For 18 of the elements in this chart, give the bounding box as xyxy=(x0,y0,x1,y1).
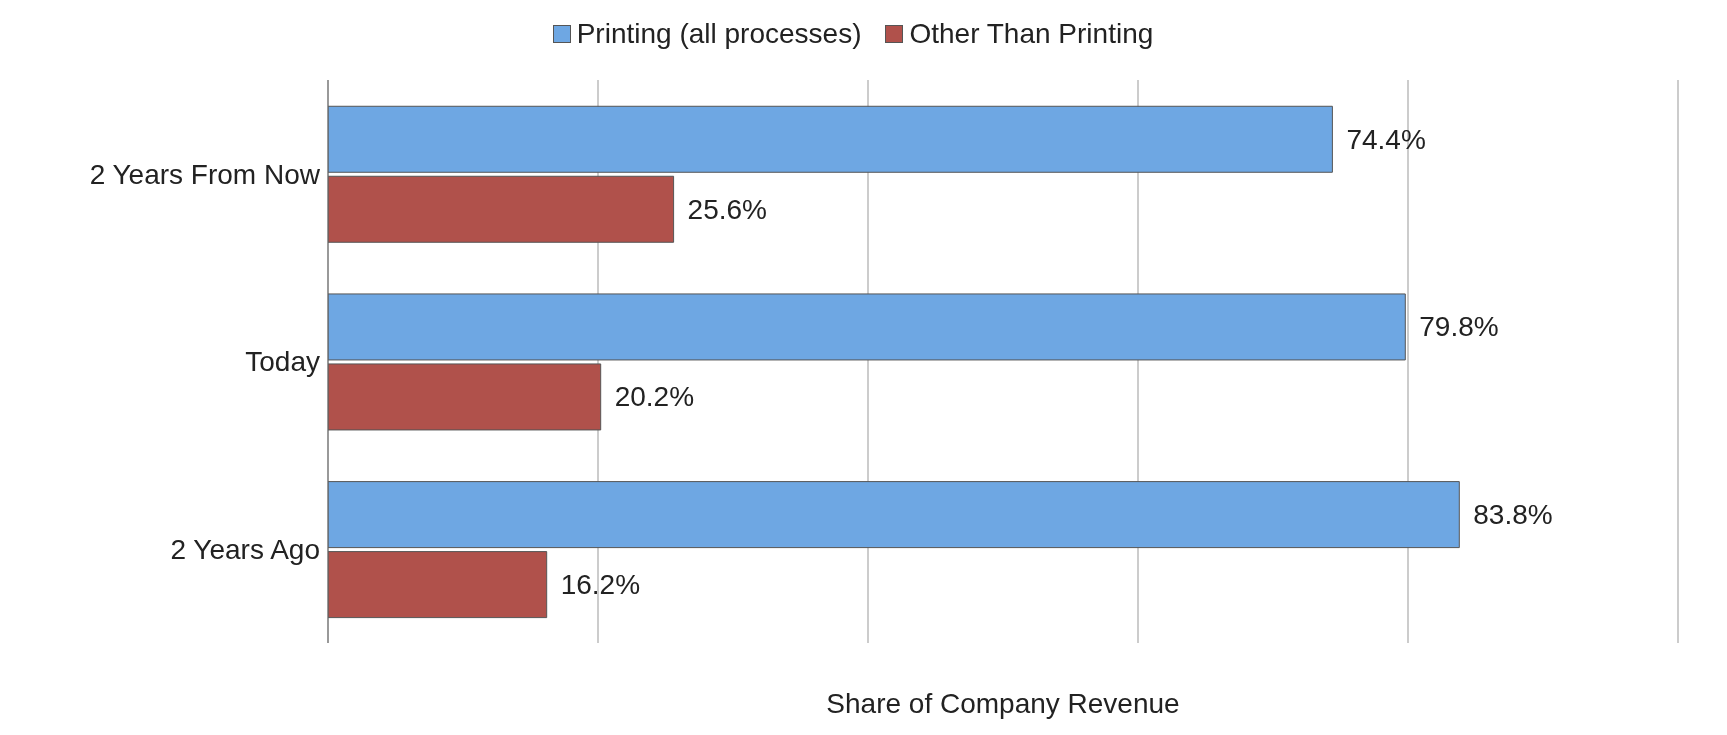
data-label: 25.6% xyxy=(687,193,768,225)
bar xyxy=(328,481,1460,549)
bar xyxy=(328,175,675,243)
bar xyxy=(328,551,548,619)
bar xyxy=(328,105,1333,173)
data-label: 16.2% xyxy=(560,569,641,601)
y-tick-label: Today xyxy=(245,346,320,378)
y-tick-label: 2 Years Ago xyxy=(170,534,320,566)
bar xyxy=(328,293,1406,361)
data-label: 83.8% xyxy=(1473,499,1553,531)
data-label: 74.4% xyxy=(1346,123,1426,155)
x-axis-title: Share of Company Revenue xyxy=(826,688,1180,719)
y-tick-label: 2 Years From Now xyxy=(89,158,321,190)
legend-label: Printing (all processes) xyxy=(576,18,862,50)
data-label: 79.8% xyxy=(1419,311,1499,343)
data-label: 20.2% xyxy=(614,381,695,413)
bar xyxy=(328,363,602,431)
legend-label: Other Than Printing xyxy=(909,18,1154,50)
